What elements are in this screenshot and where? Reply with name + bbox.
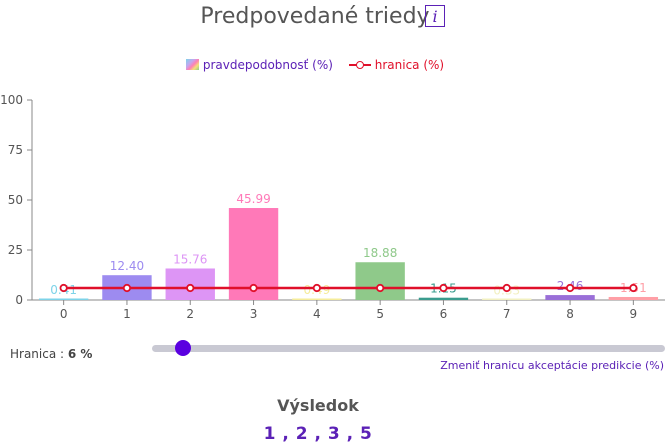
x-tick-label: 9: [630, 307, 638, 321]
x-tick-label: 2: [186, 307, 194, 321]
info-icon[interactable]: i: [425, 5, 445, 27]
chart-legend: pravdepodobnosť (%) hranica (%): [0, 57, 630, 72]
probability-chart: 02550751000.41012.40115.76245.9930.49418…: [0, 93, 665, 321]
threshold-label: Hranica : 6 %: [10, 347, 92, 361]
y-tick-label: 50: [8, 193, 23, 207]
limit-point: [249, 283, 258, 293]
threshold-slider[interactable]: [152, 340, 665, 356]
limit-point: [565, 283, 575, 293]
x-tick-label: 0: [60, 307, 68, 321]
limit-point: [439, 283, 448, 293]
bar-value-label: 18.88: [363, 246, 397, 260]
bar-class-5: [355, 262, 405, 300]
limit-point: [502, 283, 511, 293]
bar-class-7: [482, 298, 532, 300]
bar-value-label: 45.99: [236, 192, 270, 206]
bar-class-0: [38, 298, 89, 300]
bar-value-label: 12.40: [110, 259, 144, 273]
limit-point: [186, 283, 195, 293]
line-marker-icon: [348, 59, 371, 71]
threshold-label-text: Hranica :: [10, 347, 68, 361]
bar-class-9: [608, 296, 659, 300]
limit-point: [122, 283, 132, 293]
result-title: Výsledok: [277, 396, 359, 415]
page-title: Predpovedané triedy: [200, 4, 430, 29]
legend-item-probability[interactable]: pravdepodobnosť (%): [185, 57, 333, 72]
legend-label-limit: hranica (%): [374, 57, 445, 72]
y-tick-label: 100: [0, 93, 23, 107]
bar-swatch-icon: [185, 59, 199, 71]
slider-caption: Zmeniť hranicu akceptácie predikcie (%): [440, 359, 664, 372]
limit-point: [376, 283, 385, 293]
x-tick-label: 5: [376, 307, 384, 321]
limit-point: [312, 283, 321, 293]
y-tick-label: 75: [8, 143, 23, 157]
x-tick-label: 1: [123, 307, 131, 321]
bar-class-4: [292, 298, 342, 300]
y-tick-label: 0: [15, 293, 23, 307]
limit-point: [59, 283, 68, 293]
limit-point: [629, 283, 638, 293]
x-tick-label: 8: [566, 307, 574, 321]
y-tick-label: 25: [8, 243, 23, 257]
x-tick-label: 7: [503, 307, 511, 321]
threshold-value: 6 %: [67, 347, 93, 361]
bar-class-6: [418, 297, 469, 300]
x-tick-label: 6: [440, 307, 448, 321]
legend-item-limit[interactable]: hranica (%): [348, 57, 445, 72]
threshold-slider-thumb[interactable]: [174, 340, 191, 356]
x-tick-label: 4: [313, 307, 321, 321]
legend-label-probability: pravdepodobnosť (%): [202, 57, 333, 72]
bar-value-label: 15.76: [173, 252, 207, 266]
bar-class-8: [545, 295, 595, 300]
result-value: 1 , 2 , 3 , 5: [263, 424, 373, 444]
x-tick-label: 3: [250, 307, 258, 321]
